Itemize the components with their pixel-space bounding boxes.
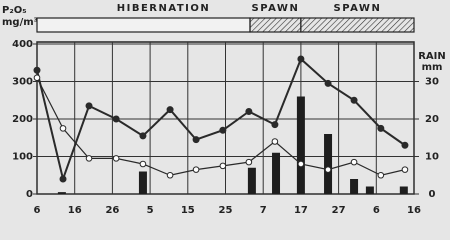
bar — [399, 186, 408, 194]
x-tick-label: 16 — [407, 205, 421, 216]
point — [245, 158, 253, 166]
bar — [365, 186, 374, 194]
bar — [350, 179, 359, 194]
chart: P₂O₅ mg/m³ RAIN mm HIBERNATION SPAWN SPAWN… — [2, 3, 446, 216]
point — [166, 106, 174, 114]
y2-tick-label: 30 — [425, 77, 439, 88]
point — [401, 141, 409, 149]
point — [297, 55, 305, 63]
point — [377, 124, 385, 132]
point — [271, 121, 279, 129]
point — [139, 132, 147, 140]
y-tick-label: 300 — [12, 77, 33, 88]
point — [219, 126, 227, 134]
point — [59, 175, 67, 183]
point — [85, 155, 93, 162]
x-tick-label: 25 — [219, 205, 233, 216]
y-tick-label: 100 — [12, 152, 33, 163]
x-tick-label: 16 — [68, 205, 82, 216]
point — [324, 166, 332, 173]
point — [33, 66, 41, 74]
bar — [138, 171, 147, 194]
point — [166, 171, 174, 179]
y-axis-unit: mg/m³ — [2, 17, 38, 28]
point — [112, 155, 120, 162]
point — [33, 74, 41, 82]
point — [324, 79, 332, 87]
bar — [324, 134, 333, 194]
x-tick-label: 6 — [34, 205, 41, 216]
point — [271, 138, 279, 145]
phase-band — [36, 17, 251, 33]
y2-axis-label: mm — [422, 62, 443, 73]
bar — [247, 167, 256, 194]
y2-tick-label: 20 — [425, 114, 439, 125]
phase-label: HIBERNATION — [117, 3, 211, 14]
bar — [296, 96, 305, 194]
x-tick-label: 15 — [181, 205, 195, 216]
point — [59, 125, 67, 132]
x-tick-label: 27 — [332, 205, 346, 216]
y-tick-label: 400 — [12, 39, 33, 50]
x-tick-label: 26 — [105, 205, 119, 216]
point — [350, 96, 358, 104]
point — [192, 136, 200, 144]
x-tick-label: 7 — [260, 205, 267, 216]
x-tick-label: 5 — [147, 205, 154, 216]
y2-axis-label: RAIN — [418, 51, 446, 62]
bar — [57, 192, 66, 194]
x-tick-label: 17 — [294, 205, 308, 216]
phase-band — [300, 17, 415, 33]
point — [350, 158, 358, 166]
y2-tick-label: 0 — [429, 189, 436, 200]
phase-band — [249, 17, 302, 33]
point — [219, 162, 227, 170]
point — [85, 102, 93, 110]
phase-label: SPAWN — [252, 3, 300, 14]
x-tick-label: 6 — [373, 205, 380, 216]
point — [377, 171, 385, 179]
point — [139, 160, 147, 168]
phase-label: SPAWN — [334, 3, 382, 14]
y-tick-label: 200 — [12, 114, 33, 125]
line — [36, 77, 406, 176]
y-tick-label: 0 — [26, 189, 33, 200]
point — [401, 166, 409, 173]
point — [245, 108, 253, 115]
bar — [272, 152, 281, 194]
point — [192, 166, 200, 173]
y-axis-label: P₂O₅ — [2, 5, 27, 16]
point — [112, 115, 120, 123]
point — [297, 160, 305, 168]
y2-tick-label: 10 — [425, 152, 439, 163]
